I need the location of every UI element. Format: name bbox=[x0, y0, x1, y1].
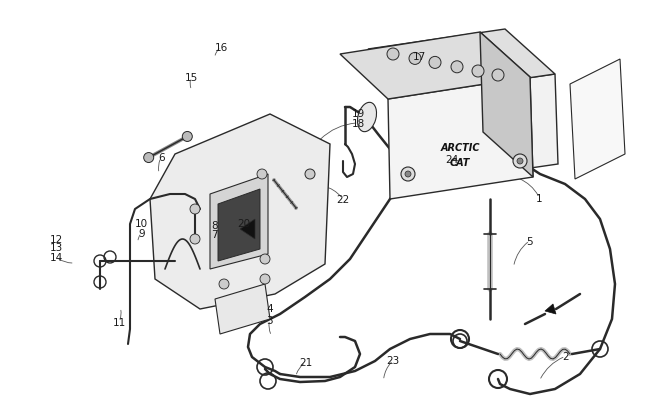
Circle shape bbox=[260, 254, 270, 264]
Circle shape bbox=[144, 153, 153, 163]
Circle shape bbox=[405, 172, 411, 177]
Circle shape bbox=[472, 66, 484, 78]
Polygon shape bbox=[480, 33, 533, 177]
Circle shape bbox=[513, 155, 527, 168]
Polygon shape bbox=[215, 284, 270, 334]
Polygon shape bbox=[340, 33, 530, 100]
Text: 3: 3 bbox=[266, 315, 273, 325]
Ellipse shape bbox=[358, 103, 376, 132]
Circle shape bbox=[219, 279, 229, 289]
Circle shape bbox=[257, 170, 267, 179]
Polygon shape bbox=[388, 78, 533, 200]
Text: CAT: CAT bbox=[450, 158, 470, 168]
Text: 14: 14 bbox=[50, 253, 63, 262]
Circle shape bbox=[387, 49, 399, 61]
Text: 16: 16 bbox=[214, 43, 227, 53]
Text: 21: 21 bbox=[299, 358, 312, 367]
Polygon shape bbox=[418, 75, 558, 185]
Circle shape bbox=[492, 70, 504, 82]
Polygon shape bbox=[218, 190, 260, 261]
Polygon shape bbox=[545, 304, 556, 314]
Text: 9: 9 bbox=[138, 228, 145, 238]
Text: 5: 5 bbox=[526, 236, 533, 246]
Text: ARCTIC: ARCTIC bbox=[440, 143, 480, 153]
Circle shape bbox=[401, 168, 415, 181]
Polygon shape bbox=[240, 220, 255, 239]
Circle shape bbox=[451, 62, 463, 74]
Text: 8: 8 bbox=[211, 220, 218, 230]
Polygon shape bbox=[570, 60, 625, 179]
Text: 6: 6 bbox=[158, 153, 164, 163]
Circle shape bbox=[260, 274, 270, 284]
Text: 18: 18 bbox=[352, 119, 365, 128]
Text: 4: 4 bbox=[266, 303, 273, 313]
Text: 22: 22 bbox=[336, 194, 349, 204]
Text: 11: 11 bbox=[112, 317, 125, 327]
Circle shape bbox=[517, 159, 523, 164]
Circle shape bbox=[190, 234, 200, 244]
Text: 17: 17 bbox=[413, 52, 426, 62]
Text: 20: 20 bbox=[237, 219, 250, 228]
Polygon shape bbox=[150, 115, 330, 309]
Text: 13: 13 bbox=[50, 243, 63, 253]
Text: 10: 10 bbox=[135, 218, 148, 228]
Circle shape bbox=[429, 57, 441, 69]
Text: 1: 1 bbox=[536, 194, 543, 203]
Text: 15: 15 bbox=[185, 73, 198, 83]
Text: 24: 24 bbox=[445, 154, 458, 164]
Text: 2: 2 bbox=[562, 352, 569, 361]
Text: 23: 23 bbox=[387, 356, 400, 365]
Text: 19: 19 bbox=[352, 109, 365, 118]
Circle shape bbox=[409, 53, 421, 65]
Circle shape bbox=[190, 205, 200, 215]
Polygon shape bbox=[210, 175, 268, 269]
Polygon shape bbox=[368, 30, 555, 95]
Text: 7: 7 bbox=[211, 230, 218, 240]
Circle shape bbox=[182, 132, 192, 142]
Text: 12: 12 bbox=[50, 234, 63, 244]
Circle shape bbox=[305, 170, 315, 179]
